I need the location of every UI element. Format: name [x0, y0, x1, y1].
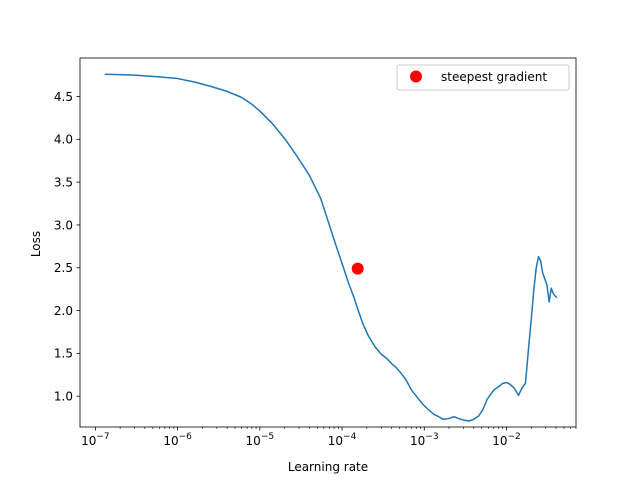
legend-label: steepest gradient: [441, 70, 547, 84]
y-axis-label: Loss: [29, 231, 43, 257]
x-axis-label: Learning rate: [288, 460, 368, 474]
y-tick-label: 3.5: [54, 175, 73, 189]
x-tick-label: 10−5: [246, 432, 275, 448]
y-tick-label: 2.0: [54, 304, 73, 318]
steepest-gradient-marker: [351, 262, 364, 275]
x-tick-label: 10−4: [328, 432, 357, 448]
x-tick-label: 10−7: [81, 432, 110, 448]
plot-content: [104, 73, 558, 422]
loss-curve-line: [104, 73, 558, 422]
y-tick-label: 2.5: [54, 261, 73, 275]
y-tick-label: 1.5: [54, 347, 73, 361]
y-tick-label: 3.0: [54, 218, 73, 232]
x-tick-label: 10−3: [410, 432, 439, 448]
legend: steepest gradient: [396, 64, 570, 91]
axes-frame: [79, 57, 577, 428]
legend-marker: [410, 70, 422, 83]
y-tick-label: 4.0: [54, 133, 73, 147]
x-tick-label: 10−2: [492, 432, 521, 448]
y-tick-label: 4.5: [54, 90, 73, 104]
legend-box: [396, 64, 570, 91]
y-tick-label: 1.0: [54, 389, 73, 403]
y-axis-ticks: 1.0 1.5 2.0 2.5 3.0 3.5 4.0 4.5: [54, 90, 80, 403]
x-tick-label: 10−6: [163, 432, 192, 448]
